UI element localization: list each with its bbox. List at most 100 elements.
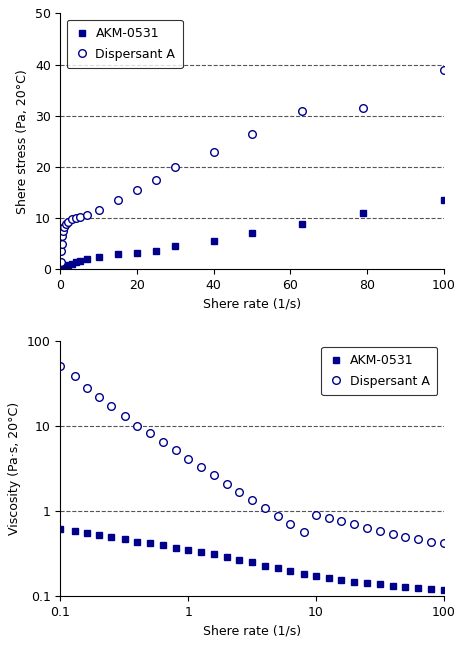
Line: Dispersant A: Dispersant A bbox=[57, 66, 447, 266]
AKM-0531 bbox=[224, 553, 229, 561]
Dispersant A bbox=[108, 402, 114, 410]
AKM-0531 bbox=[57, 525, 63, 533]
AKM-0531 bbox=[84, 255, 90, 263]
AKM-0531 bbox=[108, 533, 114, 541]
Dispersant A bbox=[249, 130, 254, 138]
Dispersant A bbox=[363, 524, 369, 532]
AKM-0531 bbox=[147, 539, 152, 547]
Dispersant A bbox=[62, 224, 67, 231]
AKM-0531 bbox=[96, 531, 101, 539]
AKM-0531 bbox=[153, 247, 159, 255]
Dispersant A bbox=[338, 517, 344, 525]
Dispersant A bbox=[69, 215, 75, 223]
AKM-0531 bbox=[62, 263, 67, 271]
AKM-0531 bbox=[440, 196, 445, 204]
Dispersant A bbox=[147, 430, 152, 437]
Dispersant A bbox=[153, 176, 159, 183]
AKM-0531 bbox=[351, 578, 357, 586]
AKM-0531 bbox=[59, 264, 65, 272]
AKM-0531 bbox=[262, 561, 267, 569]
Dispersant A bbox=[72, 373, 78, 380]
AKM-0531 bbox=[134, 249, 140, 256]
Dispersant A bbox=[115, 196, 120, 204]
AKM-0531 bbox=[363, 579, 369, 587]
AKM-0531 bbox=[376, 581, 382, 589]
AKM-0531 bbox=[210, 550, 216, 558]
AKM-0531 bbox=[172, 242, 178, 250]
Dispersant A bbox=[236, 488, 241, 495]
Dispersant A bbox=[65, 218, 71, 225]
Dispersant A bbox=[351, 521, 357, 528]
AKM-0531 bbox=[77, 257, 82, 265]
AKM-0531 bbox=[134, 537, 140, 545]
Dispersant A bbox=[210, 471, 216, 479]
AKM-0531 bbox=[73, 258, 78, 266]
Dispersant A bbox=[376, 527, 382, 535]
Y-axis label: Viscosity (Pa·s, 20°C): Viscosity (Pa·s, 20°C) bbox=[8, 402, 21, 535]
Legend: AKM-0531, Dispersant A: AKM-0531, Dispersant A bbox=[67, 19, 182, 68]
X-axis label: Shere rate (1/s): Shere rate (1/s) bbox=[203, 298, 300, 311]
Dispersant A bbox=[325, 515, 331, 523]
AKM-0531 bbox=[84, 528, 89, 536]
AKM-0531 bbox=[65, 261, 71, 269]
AKM-0531 bbox=[173, 544, 178, 552]
AKM-0531 bbox=[59, 264, 64, 272]
Dispersant A bbox=[60, 227, 66, 234]
Dispersant A bbox=[58, 258, 63, 266]
Dispersant A bbox=[262, 505, 267, 512]
Line: Dispersant A: Dispersant A bbox=[56, 362, 447, 547]
AKM-0531 bbox=[427, 585, 433, 593]
AKM-0531 bbox=[60, 264, 66, 271]
Dispersant A bbox=[440, 66, 445, 74]
Y-axis label: Shere stress (Pa, 20°C): Shere stress (Pa, 20°C) bbox=[16, 69, 29, 214]
Dispersant A bbox=[360, 104, 365, 112]
AKM-0531 bbox=[198, 548, 203, 556]
Dispersant A bbox=[389, 530, 394, 537]
AKM-0531 bbox=[299, 220, 304, 228]
AKM-0531 bbox=[236, 556, 241, 563]
X-axis label: Shere rate (1/s): Shere rate (1/s) bbox=[203, 625, 300, 638]
Dispersant A bbox=[300, 528, 306, 536]
Dispersant A bbox=[198, 463, 203, 471]
Dispersant A bbox=[224, 480, 229, 488]
AKM-0531 bbox=[389, 582, 394, 590]
Dispersant A bbox=[122, 412, 127, 420]
Dispersant A bbox=[249, 496, 254, 504]
Dispersant A bbox=[427, 537, 433, 545]
AKM-0531 bbox=[122, 535, 127, 543]
Dispersant A bbox=[440, 539, 445, 547]
Dispersant A bbox=[274, 512, 280, 520]
Dispersant A bbox=[59, 240, 64, 247]
Dispersant A bbox=[84, 211, 90, 219]
Dispersant A bbox=[57, 362, 63, 370]
AKM-0531 bbox=[313, 572, 318, 579]
AKM-0531 bbox=[58, 265, 63, 273]
Dispersant A bbox=[287, 521, 293, 528]
Dispersant A bbox=[173, 446, 178, 454]
Dispersant A bbox=[59, 232, 65, 240]
AKM-0531 bbox=[360, 209, 365, 217]
AKM-0531 bbox=[72, 526, 78, 534]
Dispersant A bbox=[402, 533, 407, 541]
Dispersant A bbox=[58, 247, 64, 255]
AKM-0531 bbox=[402, 583, 407, 591]
Line: AKM-0531: AKM-0531 bbox=[57, 526, 445, 592]
AKM-0531 bbox=[414, 584, 420, 592]
AKM-0531 bbox=[58, 265, 64, 273]
AKM-0531 bbox=[325, 574, 331, 581]
AKM-0531 bbox=[287, 567, 293, 574]
AKM-0531 bbox=[96, 253, 101, 261]
Line: AKM-0531: AKM-0531 bbox=[58, 198, 445, 271]
Dispersant A bbox=[414, 535, 420, 543]
AKM-0531 bbox=[274, 564, 280, 572]
AKM-0531 bbox=[338, 576, 344, 584]
Dispersant A bbox=[134, 422, 140, 430]
Dispersant A bbox=[134, 186, 140, 194]
AKM-0531 bbox=[115, 251, 120, 258]
AKM-0531 bbox=[211, 237, 216, 245]
AKM-0531 bbox=[249, 229, 254, 237]
Legend: AKM-0531, Dispersant A: AKM-0531, Dispersant A bbox=[321, 347, 437, 395]
Dispersant A bbox=[73, 214, 78, 222]
Dispersant A bbox=[63, 220, 69, 228]
AKM-0531 bbox=[249, 559, 254, 567]
